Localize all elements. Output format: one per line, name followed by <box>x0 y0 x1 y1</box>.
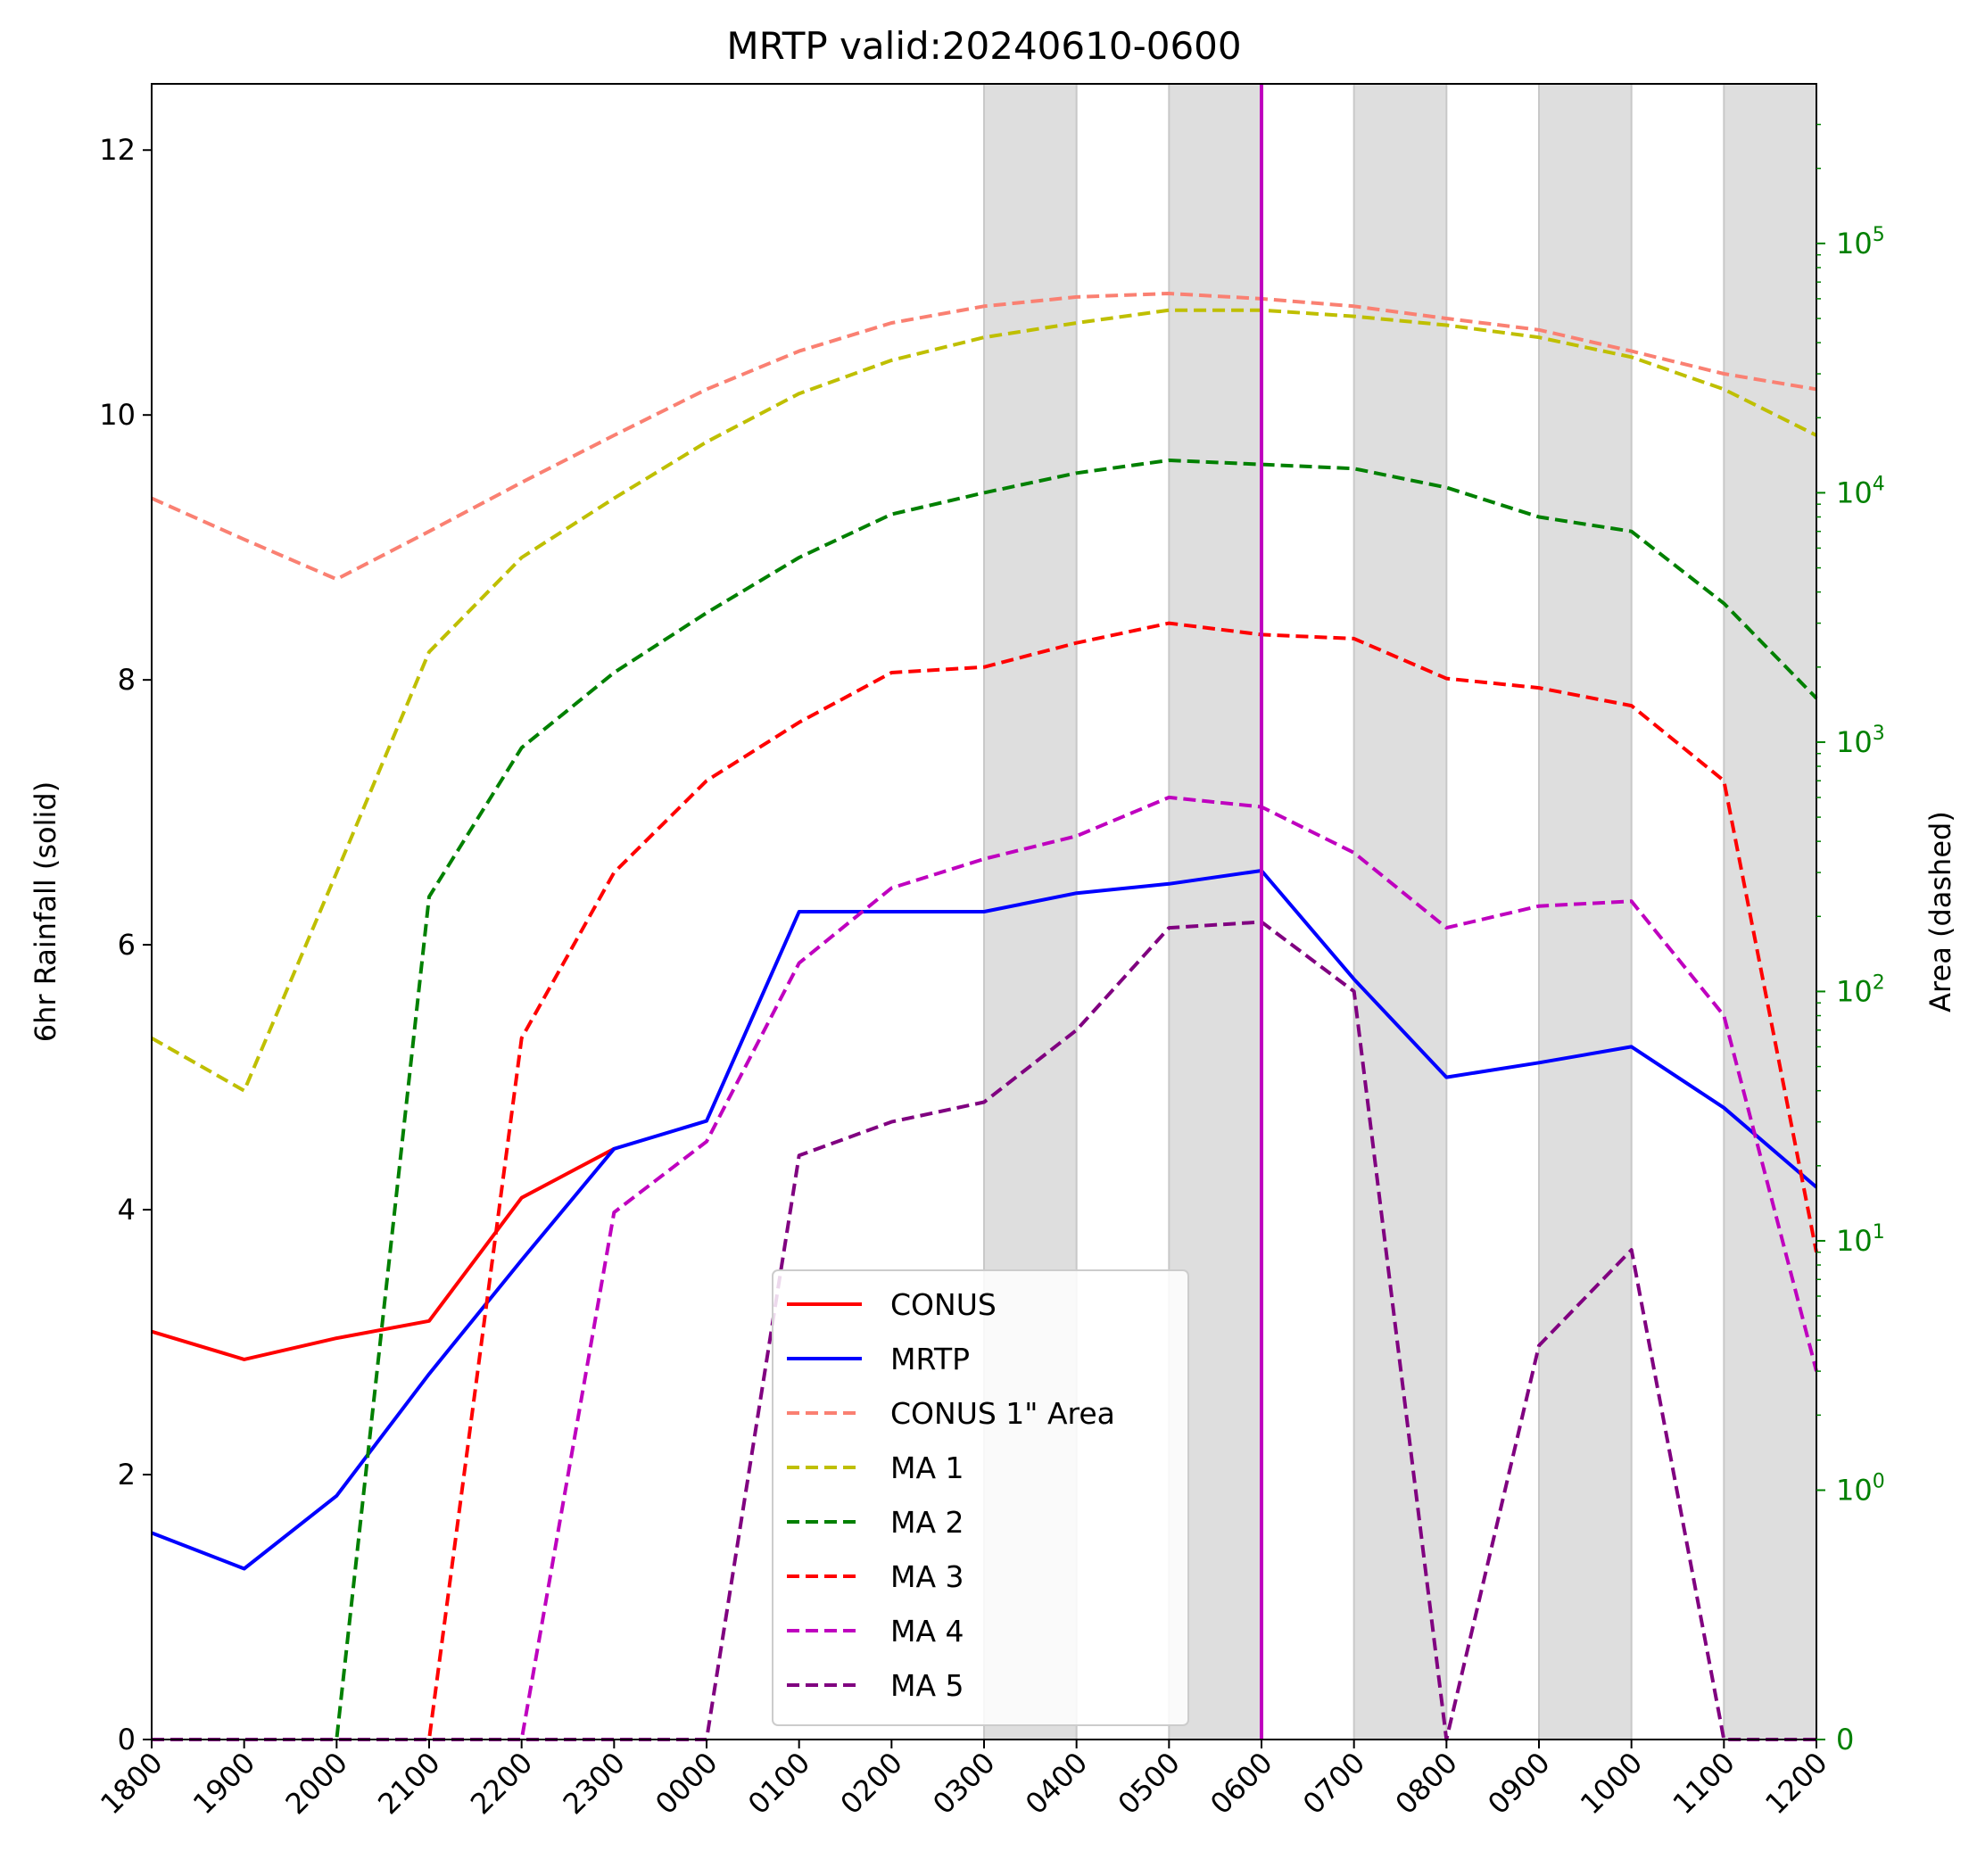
y2-tick-exponent: 0 <box>1873 1470 1885 1492</box>
y2-tick-exponent: 3 <box>1873 723 1885 745</box>
legend-label-3: MA 1 <box>890 1450 964 1485</box>
legend-label-5: MA 3 <box>890 1559 964 1594</box>
y2-tick-exponent: 2 <box>1873 971 1885 994</box>
legend-label-6: MA 4 <box>890 1614 964 1649</box>
chart-title: MRTP valid:20240610-0600 <box>726 24 1241 68</box>
y2-tick-exponent: 4 <box>1873 473 1885 495</box>
legend-label-7: MA 5 <box>890 1668 964 1703</box>
y-tick-label: 4 <box>118 1193 136 1227</box>
shaded-span-4 <box>1723 83 1818 1740</box>
legend-label-1: MRTP <box>890 1342 970 1376</box>
y-axis-label: 6hr Rainfall (solid) <box>29 781 62 1042</box>
legend-label-2: CONUS 1" Area <box>890 1396 1115 1431</box>
series-line-5 <box>152 621 1818 1741</box>
y-tick-label: 2 <box>118 1458 136 1492</box>
series-line-6 <box>152 795 1818 1741</box>
y-axis-left: 0 2 4 6 8 10 12 <box>99 133 152 1756</box>
shaded-spans <box>983 83 1818 1740</box>
y-tick-label: 6 <box>118 928 136 962</box>
legend-label-0: CONUS <box>890 1287 997 1322</box>
legend: CONUS MRTP CONUS 1" Area MA 1 MA 2 MA 3 MA 4 MA… <box>772 1269 1189 1726</box>
shaded-span-2 <box>1352 83 1448 1740</box>
y-tick-label: 10 <box>99 398 136 432</box>
legend-label-4: MA 2 <box>890 1505 964 1540</box>
y2-axis-label: Area (dashed) <box>1923 811 1957 1012</box>
series-line-1 <box>151 869 1818 1571</box>
series-line-2 <box>151 292 1817 582</box>
series-lines <box>151 292 1818 1741</box>
legend-box <box>772 1269 1189 1726</box>
y2-tick-exponent: 1 <box>1873 1221 1885 1244</box>
y-tick-label: 8 <box>118 663 136 697</box>
y-tick-label: 0 <box>118 1723 136 1756</box>
series-line-4 <box>152 459 1818 1741</box>
y2-tick-exponent: 5 <box>1873 224 1885 246</box>
series-line-0 <box>151 1147 616 1361</box>
y-tick-label: 12 <box>99 133 136 167</box>
y2-tick-label: 0 <box>1836 1723 1854 1756</box>
series-line-7 <box>152 920 1816 1741</box>
shaded-span-3 <box>1538 83 1633 1740</box>
series-line-3 <box>151 308 1817 1093</box>
